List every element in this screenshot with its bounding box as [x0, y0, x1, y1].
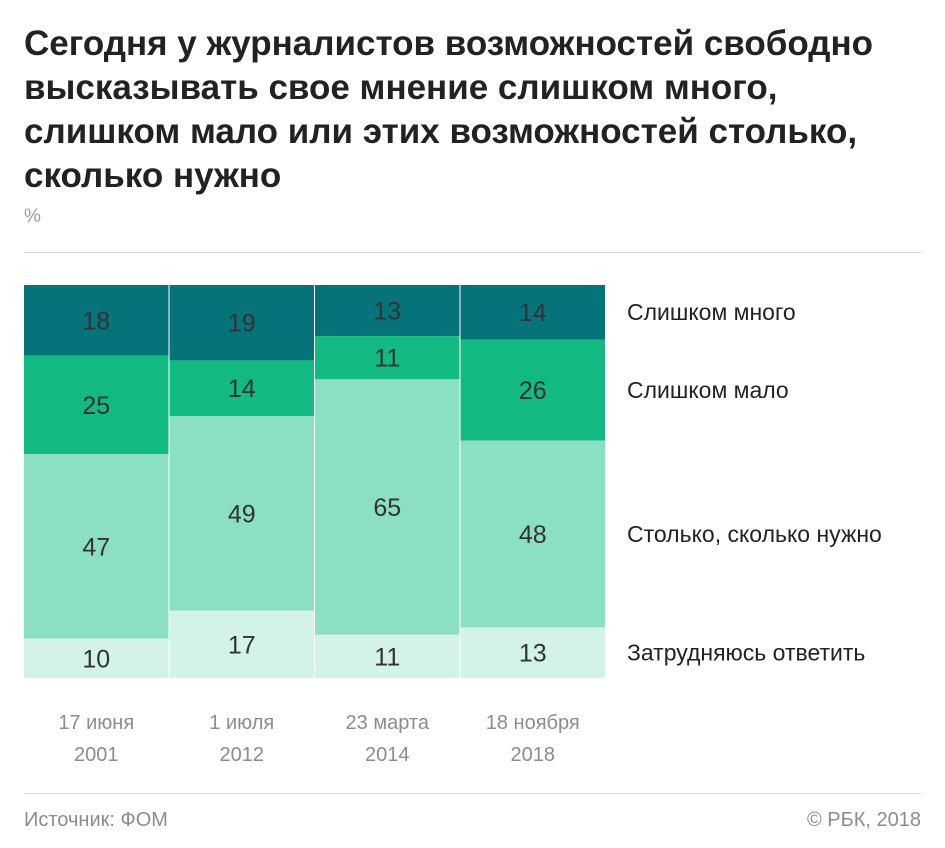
bar-segment-enough — [169, 416, 314, 611]
divider-top — [24, 252, 921, 253]
value-label: 13 — [373, 298, 401, 326]
chart-title: Сегодня у журналистов возможностей свобо… — [24, 24, 873, 195]
legend-label-too-little: Слишком мало — [627, 377, 789, 403]
value-label: 13 — [519, 640, 547, 668]
bar-segment-too-much — [169, 285, 314, 361]
x-tick-label: 2012 — [220, 744, 265, 766]
value-label: 49 — [228, 500, 256, 528]
copyright-label: © РБК, 2018 — [806, 809, 921, 831]
divider-bottom — [24, 793, 921, 794]
value-label: 11 — [374, 345, 400, 373]
bar-segment-too-much — [24, 285, 169, 356]
x-tick-label: 1 июля — [209, 712, 274, 734]
x-tick-label: 2001 — [74, 744, 119, 766]
bar-segment-too-little — [315, 336, 460, 380]
bar-segment-hard-to-say — [169, 610, 314, 678]
bar-segment-too-little — [460, 339, 605, 441]
legend-label-too-much: Слишком много — [627, 299, 796, 325]
value-label: 65 — [373, 494, 401, 522]
x-tick-label: 2014 — [365, 744, 410, 766]
bar-segment-enough — [24, 453, 169, 639]
value-label: 47 — [82, 533, 110, 561]
value-label: 14 — [519, 299, 547, 327]
unit-label: % — [24, 206, 41, 227]
value-label: 18 — [82, 307, 110, 335]
value-label: 14 — [228, 375, 256, 403]
value-label: 48 — [519, 521, 547, 549]
x-tick-label: 23 марта — [346, 712, 430, 734]
bar-segment-enough — [460, 440, 605, 628]
bar-segment-too-little — [169, 360, 314, 416]
bar-segment-enough — [315, 379, 460, 635]
value-label: 17 — [228, 631, 256, 659]
legend-label-enough: Столько, сколько нужно — [627, 521, 882, 547]
legend-label-hard-to-say: Затрудняюсь ответить — [627, 640, 865, 666]
source-label: Источник: ФОМ — [24, 809, 168, 831]
bar-segment-hard-to-say — [24, 638, 169, 678]
x-tick-label: 18 ноября — [486, 712, 580, 734]
value-label: 26 — [519, 377, 547, 405]
bar-segment-too-much — [315, 285, 460, 337]
bar-segment-too-little — [24, 355, 169, 454]
value-label: 11 — [374, 643, 400, 671]
bar-segment-hard-to-say — [315, 634, 460, 678]
x-tick-label: 2018 — [511, 744, 556, 766]
bar-segment-hard-to-say — [460, 627, 605, 678]
value-label: 25 — [82, 392, 110, 420]
value-label: 10 — [82, 645, 110, 673]
x-tick-label: 17 июня — [58, 712, 134, 734]
bar-segment-too-much — [460, 285, 605, 340]
value-label: 19 — [228, 310, 256, 338]
